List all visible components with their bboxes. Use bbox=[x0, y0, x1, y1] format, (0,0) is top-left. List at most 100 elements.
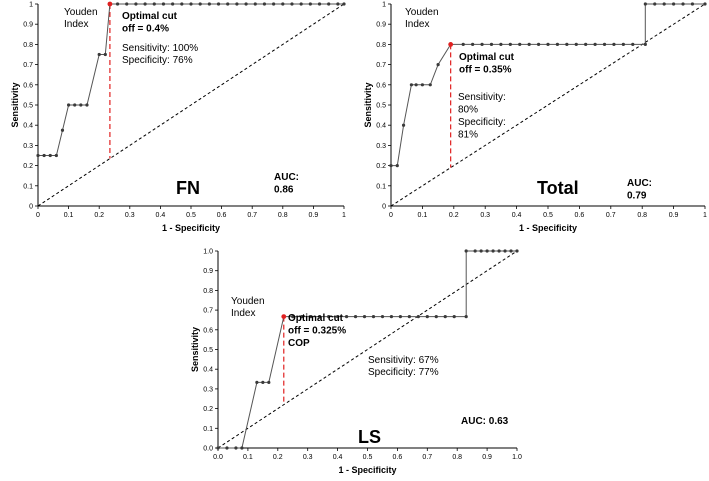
ls-x-tick-label: 0.0 bbox=[213, 454, 223, 461]
total-x-tick-label: 0.5 bbox=[543, 212, 553, 219]
fn-x-tick-label: 0.7 bbox=[247, 212, 257, 219]
total-roc-point bbox=[584, 42, 588, 47]
ls-optimal-point bbox=[281, 314, 287, 320]
ls-roc-point bbox=[309, 315, 313, 319]
total-auc-label: 0.79 bbox=[627, 191, 647, 202]
ls-x-tick-label: 0.1 bbox=[243, 454, 253, 461]
total-roc-point bbox=[621, 42, 625, 47]
fn-x-tick-label: 0.4 bbox=[156, 212, 166, 219]
ls-roc-point bbox=[336, 315, 340, 319]
fn-roc-point bbox=[253, 2, 257, 6]
fn-roc-point bbox=[73, 103, 77, 107]
fn-roc-point bbox=[244, 2, 248, 6]
ls-roc-point bbox=[327, 315, 331, 319]
total-roc-point bbox=[461, 42, 465, 47]
total-roc-point bbox=[672, 2, 676, 6]
total-roc-point bbox=[471, 42, 475, 47]
ls-roc-point bbox=[473, 249, 477, 253]
fn-roc-point bbox=[281, 2, 285, 6]
fn-roc-point bbox=[207, 2, 211, 6]
ls-roc-point bbox=[389, 315, 394, 319]
ls-y-tick-label: 0.7 bbox=[203, 308, 213, 315]
total-roc-point bbox=[414, 83, 418, 87]
total-roc-point bbox=[574, 42, 578, 47]
fn-y-tick-label: 0.2 bbox=[23, 163, 33, 170]
total-reference-line bbox=[390, 3, 706, 207]
ls-roc-point bbox=[503, 249, 507, 253]
ls-roc-point bbox=[515, 249, 519, 253]
fn-y-axis-title: Sensitivity bbox=[10, 82, 20, 127]
fn-roc-point bbox=[216, 2, 221, 6]
total-roc-point bbox=[643, 42, 647, 47]
fn-roc-point bbox=[125, 2, 129, 6]
fn-y-tick-label: 0.8 bbox=[23, 42, 33, 49]
ls-y-tick-label: 0.6 bbox=[203, 327, 213, 334]
ls-x-tick-label: 0.2 bbox=[273, 454, 283, 461]
total-roc-curve bbox=[391, 3, 705, 167]
ls-youden-label: Youden bbox=[231, 296, 265, 307]
total-roc-point bbox=[643, 2, 647, 6]
total-youden-label: Youden bbox=[405, 7, 439, 18]
total-roc-point bbox=[395, 164, 399, 168]
ls-roc-point bbox=[255, 380, 259, 384]
total-y-tick-label: 1 bbox=[382, 2, 386, 9]
total-y-tick-label: 0.9 bbox=[376, 22, 386, 29]
total-y-tick-label: 0.4 bbox=[376, 123, 386, 130]
fn-roc-point bbox=[308, 2, 312, 6]
total-y-tick-label: 0.6 bbox=[376, 82, 386, 89]
ls-roc-point bbox=[261, 380, 265, 384]
total-roc-point bbox=[653, 2, 657, 6]
total-youden-label: Index bbox=[405, 19, 429, 30]
ls-roc-point bbox=[344, 315, 349, 319]
ls-roc-point bbox=[485, 249, 489, 253]
total-roc-point bbox=[631, 42, 635, 47]
total-y-tick-label: 0.3 bbox=[376, 143, 386, 150]
ls-y-axis-title: Sensitivity bbox=[190, 327, 200, 372]
total-y-tick-label: 0.2 bbox=[376, 163, 386, 170]
total-x-tick-label: 0.2 bbox=[449, 212, 459, 219]
fn-x-tick-label: 0.8 bbox=[278, 212, 288, 219]
fn-y-tick-label: 0 bbox=[29, 204, 33, 211]
ls-y-tick-label: 1.0 bbox=[203, 249, 213, 256]
total-x-tick-label: 0.4 bbox=[512, 212, 522, 219]
fn-roc-point bbox=[171, 2, 175, 6]
fn-x-tick-label: 0.6 bbox=[217, 212, 227, 219]
total-roc-point bbox=[436, 63, 440, 67]
fn-roc-point bbox=[60, 128, 65, 132]
total-roc-point bbox=[546, 42, 550, 47]
total-x-tick-label: 0.7 bbox=[606, 212, 616, 219]
ls-roc-point bbox=[491, 249, 495, 253]
fn-roc-point bbox=[272, 2, 276, 6]
ls-x-tick-label: 0.6 bbox=[393, 454, 403, 461]
total-roc-point bbox=[527, 42, 531, 47]
fn-y-tick-label: 1 bbox=[29, 2, 33, 9]
total-roc-point bbox=[681, 2, 685, 6]
ls-roc-point bbox=[425, 315, 429, 319]
ls-roc-point bbox=[225, 446, 229, 450]
ls-roc-point bbox=[300, 315, 304, 319]
total-y-tick-label: 0.5 bbox=[376, 103, 386, 110]
fn-roc-point bbox=[85, 103, 89, 107]
total-x-axis-title: 1 - Specificity bbox=[519, 223, 577, 233]
fn-roc-point bbox=[103, 52, 107, 57]
total-stats-label: Sensitivity: bbox=[458, 92, 506, 103]
ls-roc-point bbox=[509, 249, 513, 253]
fn-roc-point bbox=[134, 2, 138, 6]
fn-roc-point bbox=[67, 103, 71, 107]
total-roc-point bbox=[389, 164, 393, 168]
ls-roc-point bbox=[464, 315, 468, 319]
fn-stats-label: Specificity: 76% bbox=[122, 55, 193, 66]
ls-roc-point bbox=[452, 315, 456, 319]
fn-roc-point bbox=[143, 2, 147, 6]
fn-reference-line bbox=[37, 3, 345, 207]
ls-panel-label: LS bbox=[358, 427, 381, 447]
ls-cutoff-label: Optimal cut bbox=[288, 313, 344, 324]
ls-roc-point bbox=[434, 315, 438, 319]
fn-auc-label: AUC: bbox=[274, 172, 299, 183]
ls-x-tick-label: 0.7 bbox=[422, 454, 432, 461]
total-roc-point bbox=[602, 42, 607, 47]
fn-cutoff-label: off = 0.4% bbox=[122, 24, 169, 35]
fn-roc-point bbox=[115, 2, 120, 6]
total-optimal-point bbox=[448, 42, 454, 47]
ls-roc-point bbox=[407, 315, 411, 319]
